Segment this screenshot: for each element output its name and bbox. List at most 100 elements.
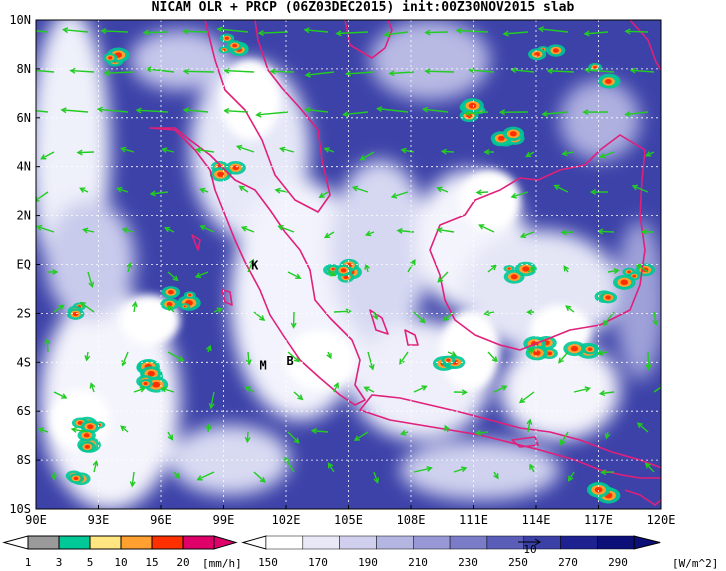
wind-arrow bbox=[425, 31, 449, 34]
wind-arrow bbox=[453, 467, 467, 473]
coastline-malay-peninsula bbox=[204, 20, 331, 213]
lat-tick-label: 6N bbox=[17, 111, 31, 125]
wind-arrow bbox=[184, 109, 209, 113]
wind-arrowhead bbox=[70, 426, 78, 433]
wind-arrowhead bbox=[645, 151, 652, 157]
wind-arrow bbox=[259, 31, 289, 34]
wind-arrow bbox=[527, 419, 531, 433]
wind-arrowhead bbox=[559, 439, 566, 446]
wind-arrowhead bbox=[491, 356, 498, 363]
wind-arrowhead bbox=[293, 437, 300, 444]
precip-cell bbox=[188, 293, 192, 297]
wind-arrowhead bbox=[525, 151, 532, 158]
wind-arrow bbox=[183, 30, 209, 33]
wind-arrowhead bbox=[182, 68, 189, 75]
wind-arrow bbox=[41, 151, 55, 160]
wind-arrow bbox=[568, 471, 575, 481]
wind-arrow bbox=[585, 69, 615, 73]
station-marker: B bbox=[287, 354, 294, 368]
wind-arrowhead bbox=[121, 360, 127, 367]
map-area: K M B bbox=[36, 20, 661, 509]
olr-colorbar-swatch bbox=[339, 535, 377, 550]
wind-vectors bbox=[36, 26, 661, 488]
wind-arrow bbox=[542, 111, 569, 115]
station-markers: K M B bbox=[251, 259, 294, 373]
wind-arrowhead bbox=[52, 268, 59, 276]
wind-arrowhead bbox=[160, 386, 167, 393]
wind-arrowhead bbox=[89, 382, 96, 389]
wind-arrow bbox=[98, 108, 129, 113]
wind-arrowhead bbox=[561, 150, 568, 157]
wind-arrow bbox=[280, 147, 295, 153]
wind-arrowhead bbox=[526, 309, 533, 316]
wind-arrowhead bbox=[461, 389, 468, 396]
wind-arrow bbox=[121, 147, 135, 153]
wind-arrow bbox=[83, 228, 95, 233]
wind-arrow bbox=[598, 351, 609, 355]
precip-cell bbox=[166, 302, 173, 307]
wind-arrowhead bbox=[304, 106, 311, 113]
wind-arrow bbox=[607, 269, 619, 273]
wind-arrowhead bbox=[519, 232, 527, 239]
wind-arrowhead bbox=[537, 26, 545, 33]
wind-arrowhead bbox=[257, 29, 264, 37]
precip-colorbar-swatch bbox=[58, 535, 91, 550]
olr-colorbar-swatch bbox=[597, 535, 635, 550]
wind-arrowhead bbox=[194, 272, 202, 279]
wind-arrowhead bbox=[583, 30, 590, 37]
olr-colorbar-left-triangle bbox=[241, 535, 267, 550]
wind-arrow bbox=[511, 69, 535, 73]
precip-cell bbox=[340, 268, 347, 273]
wind-arrow bbox=[632, 185, 649, 193]
reference-vector-label: 10 bbox=[523, 543, 536, 556]
wind-arrowhead bbox=[421, 385, 428, 391]
wind-arrow bbox=[287, 431, 300, 444]
wind-arrowhead bbox=[437, 276, 444, 283]
wind-arrowhead bbox=[363, 386, 370, 392]
wind-arrowhead bbox=[368, 364, 375, 371]
precip-colorbar-label: 15 bbox=[145, 556, 158, 569]
precip-colorbar-label: 10 bbox=[114, 556, 127, 569]
precip-cell bbox=[605, 79, 612, 85]
wind-arrowhead bbox=[636, 422, 643, 429]
wind-arrow bbox=[239, 185, 249, 193]
precip-cell bbox=[224, 36, 230, 40]
wind-arrowhead bbox=[396, 227, 403, 234]
precip-colorbar-swatch bbox=[151, 535, 184, 550]
wind-arrow bbox=[217, 28, 249, 33]
wind-arrow bbox=[53, 304, 64, 313]
wind-arrowhead bbox=[142, 29, 149, 36]
wind-arrowhead bbox=[589, 189, 597, 196]
wind-arrowhead bbox=[79, 301, 87, 308]
wind-arrowhead bbox=[76, 149, 83, 156]
precip-cell bbox=[605, 295, 611, 300]
wind-arrow bbox=[636, 264, 649, 273]
precip-cell bbox=[627, 270, 631, 274]
olr-unit-label: [W/m^2] bbox=[672, 557, 718, 570]
wind-arrowhead bbox=[600, 469, 607, 476]
wind-arrow bbox=[164, 227, 175, 233]
wind-arrow bbox=[391, 191, 409, 198]
coastline-island-6 bbox=[624, 489, 661, 506]
wind-arrow bbox=[305, 108, 329, 113]
wind-arrowhead bbox=[652, 319, 659, 326]
olr-colorbar-swatch bbox=[302, 535, 340, 550]
wind-arrowhead bbox=[161, 147, 168, 154]
wind-arrowhead bbox=[528, 266, 536, 273]
olr-colorbar-label: 230 bbox=[458, 556, 478, 569]
wind-arrow bbox=[146, 68, 175, 73]
precip-cell bbox=[593, 65, 597, 69]
wind-arrow bbox=[46, 339, 49, 353]
precip-cell bbox=[343, 275, 349, 280]
precip-cell bbox=[587, 347, 593, 352]
wind-arrowhead bbox=[475, 189, 482, 196]
precip-cell bbox=[183, 305, 187, 308]
precip-cell bbox=[232, 165, 239, 171]
wind-arrow bbox=[360, 151, 375, 161]
coastline-island-1 bbox=[404, 329, 419, 346]
precip-cell bbox=[217, 171, 225, 177]
lat-tick-label: 8N bbox=[17, 62, 31, 76]
wind-arrowhead bbox=[541, 110, 548, 117]
wind-arrowhead bbox=[318, 192, 325, 198]
wind-arrow bbox=[354, 431, 369, 441]
